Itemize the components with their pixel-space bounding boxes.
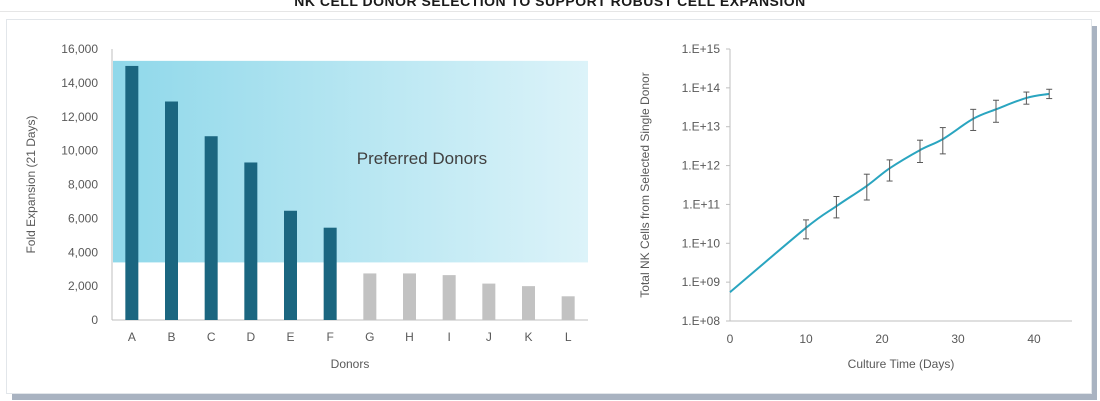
x-tick-label: 10	[799, 332, 813, 346]
bar-E	[284, 210, 297, 320]
y-tick-label: 1.E+15	[682, 42, 721, 56]
y-tick-label: 10,000	[61, 144, 98, 158]
x-tick-label: A	[128, 330, 136, 344]
y-tick-label: 16,000	[61, 42, 98, 56]
x-tick-label: 40	[1027, 332, 1041, 346]
bar-A	[125, 65, 139, 320]
x-tick-label: 30	[951, 332, 965, 346]
y-tick-label: 1.E+11	[683, 197, 721, 211]
x-tick-label: C	[207, 330, 216, 344]
y-tick-label: 14,000	[61, 76, 98, 90]
line-chart: 1.E+08 1.E+09 1.E+10 1.E+11 1.E+12 1.E+13 1.E+…	[638, 42, 1072, 371]
x-tick-label: K	[524, 330, 532, 344]
preferred-donors-label: Preferred Donors	[357, 149, 487, 168]
bar-J	[482, 283, 496, 320]
y-tick-label: 1.E+14	[682, 81, 721, 95]
x-tick-label: B	[167, 330, 175, 344]
y-tick-label: 2,000	[68, 279, 98, 293]
x-tick-label: L	[565, 330, 572, 344]
y-tick-label: 1.E+10	[682, 236, 721, 250]
bar-G	[363, 273, 377, 320]
y-tick-label: 0	[91, 313, 98, 327]
x-tick-label: 0	[727, 332, 734, 346]
y-tick-label: 1.E+09	[682, 275, 721, 289]
x-axis-title: Donors	[331, 357, 370, 371]
x-tick-label: G	[365, 330, 374, 344]
y-tick-label: 1.E+13	[682, 120, 721, 134]
y-tick-label: 1.E+08	[682, 314, 721, 328]
series-line	[729, 92, 1050, 293]
bar-C	[204, 136, 218, 320]
page-title: NK CELL DONOR SELECTION TO SUPPORT ROBUS…	[294, 0, 806, 9]
bar-chart: Preferred Donors 0 2,000 4,000 6,000 8,000 10,…	[24, 42, 588, 371]
y-tick-label: 6,000	[68, 211, 98, 225]
x-tick-label: J	[486, 330, 492, 344]
x-tick-label: I	[447, 330, 450, 344]
x-tick-label: D	[246, 330, 255, 344]
preferred-donors-region	[113, 60, 588, 263]
x-tick-label: 20	[875, 332, 889, 346]
y-tick-label: 4,000	[68, 245, 98, 259]
bar-B	[165, 101, 178, 320]
y-axis-title: Total NK Cells from Selected Single Dono…	[638, 72, 652, 297]
bar-K	[522, 286, 535, 320]
y-tick-label: 8,000	[68, 178, 98, 192]
x-tick-label: H	[405, 330, 414, 344]
y-tick-label: 1.E+12	[682, 159, 721, 173]
bar-F	[323, 227, 337, 320]
title-divider	[0, 11, 1100, 12]
bar-L	[561, 296, 575, 320]
bar-H	[403, 273, 416, 320]
bar-D	[244, 162, 258, 320]
x-tick-label: F	[326, 330, 333, 344]
bar-I	[442, 275, 456, 320]
x-axis-title: Culture Time (Days)	[848, 357, 955, 371]
y-tick-label: 12,000	[61, 110, 98, 124]
y-axis-title: Fold Expansion (21 Days)	[24, 115, 38, 253]
chart-panel: Preferred Donors 0 2,000 4,000 6,000 8,000 10,…	[6, 19, 1092, 394]
x-tick-label: E	[286, 330, 294, 344]
